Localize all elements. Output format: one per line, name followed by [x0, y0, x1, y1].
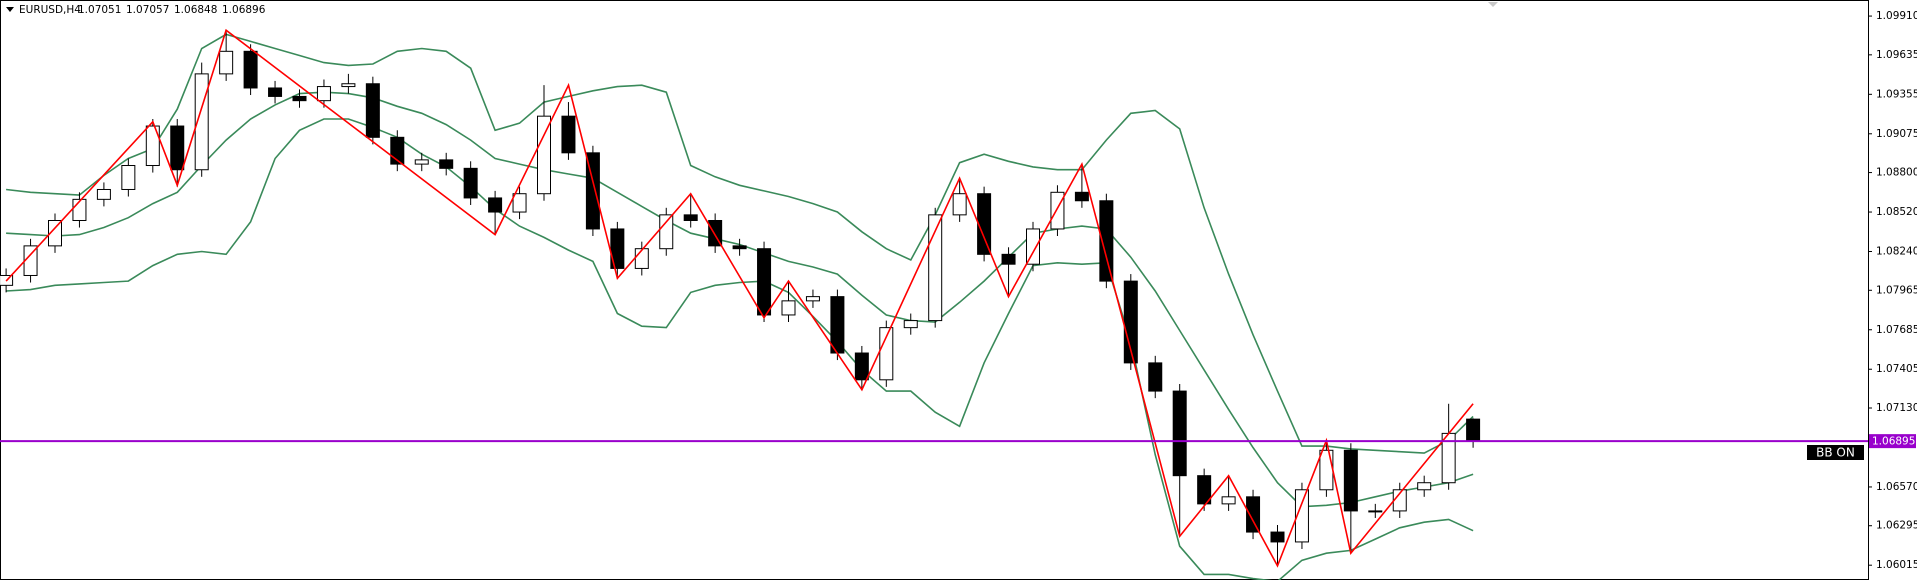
candle-body	[757, 248, 772, 316]
candle-body	[316, 86, 331, 102]
candle-body	[243, 50, 258, 89]
menu-arrow[interactable]	[6, 7, 14, 12]
candle-body	[879, 327, 894, 381]
header-high: 1.07057	[126, 4, 169, 16]
candle-body	[341, 83, 356, 88]
y-tick-label: 1.09355	[1876, 88, 1917, 100]
candle-body	[48, 219, 62, 247]
candle-body	[1343, 449, 1358, 512]
candle-body	[1123, 280, 1138, 364]
y-tick-label: 1.06295	[1876, 520, 1917, 532]
candle-body	[268, 87, 283, 97]
candle-body	[634, 248, 649, 269]
candle-body	[561, 115, 576, 154]
candle-body	[365, 83, 380, 138]
candle-body	[1417, 482, 1432, 491]
price-tag-label: 1.06895	[1872, 436, 1915, 448]
y-tick-label: 1.09910	[1876, 10, 1917, 22]
candle-body	[1270, 531, 1285, 543]
candle-body	[512, 193, 527, 213]
price-tag	[1869, 434, 1916, 449]
candle-body	[170, 125, 185, 171]
candle-body	[463, 167, 478, 199]
annotation: BB ON	[1816, 446, 1855, 460]
annotation-box	[1807, 445, 1864, 460]
header-low: 1.06848	[174, 4, 217, 16]
candle-body	[952, 193, 967, 216]
candle-body	[659, 214, 674, 250]
candle-body	[903, 320, 918, 329]
y-tick-label: 1.06015	[1876, 559, 1917, 571]
candle-body	[805, 296, 820, 302]
y-tick-label: 1.07405	[1876, 363, 1917, 375]
y-tick-label: 1.07685	[1876, 324, 1917, 336]
y-tick-label: 1.07965	[1876, 284, 1917, 296]
candle-body	[1050, 191, 1065, 230]
candle-body	[1074, 191, 1089, 202]
candle-body	[1099, 200, 1114, 282]
y-tick-label: 1.09635	[1876, 49, 1917, 61]
y-tick-label: 1.08520	[1876, 206, 1917, 218]
candle-body	[683, 214, 698, 221]
y-tick-label: 1.08240	[1876, 246, 1917, 258]
candle-body	[1172, 390, 1187, 477]
candle-body	[928, 214, 943, 322]
candle-body	[219, 50, 234, 75]
zigzag	[5, 28, 1474, 568]
candle-body	[1148, 362, 1163, 392]
candle-body	[1294, 489, 1309, 543]
candle-body	[1026, 228, 1040, 265]
candle-body	[830, 296, 845, 354]
candle-body	[1001, 253, 1016, 265]
y-tick-label: 1.08800	[1876, 167, 1917, 179]
y-tick-label: 1.09075	[1876, 128, 1917, 140]
candle-body	[292, 95, 307, 102]
candle-body	[854, 352, 869, 381]
candle-body	[1319, 449, 1334, 491]
candle-body	[145, 125, 160, 167]
candle-body	[610, 228, 625, 269]
bollinger-lower	[6, 118, 1474, 580]
candle-body	[781, 300, 796, 316]
candle-body	[1221, 496, 1236, 505]
header-symbol: EURUSD,H4	[19, 4, 81, 16]
bollinger-upper	[6, 33, 1474, 454]
candle-body	[96, 188, 111, 200]
scroll-marker	[1488, 2, 1498, 7]
header-close: 1.06896	[222, 4, 266, 16]
candle-body	[537, 115, 551, 195]
candle-body	[121, 165, 136, 190]
header-open: 1.07051	[78, 4, 121, 16]
y-tick-label: 1.07130	[1876, 402, 1917, 414]
candle-body	[414, 159, 429, 165]
candle-body	[1197, 475, 1212, 505]
candle-body	[732, 245, 747, 250]
candle-body	[488, 197, 503, 213]
y-tick-label: 1.06570	[1876, 481, 1917, 493]
candle-body	[1246, 496, 1261, 533]
candle-body	[977, 193, 992, 255]
candle-body	[1466, 418, 1481, 442]
candle-body	[1368, 510, 1383, 513]
candle-body	[439, 159, 454, 169]
